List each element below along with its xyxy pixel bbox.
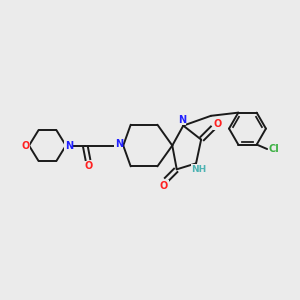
Text: NH: NH	[191, 165, 207, 174]
Text: N: N	[178, 115, 186, 125]
Text: Cl: Cl	[268, 144, 279, 154]
Text: O: O	[214, 119, 222, 129]
Text: O: O	[21, 140, 30, 151]
Text: N: N	[115, 139, 123, 149]
Text: N: N	[65, 140, 73, 151]
Text: O: O	[84, 161, 92, 171]
Text: O: O	[160, 181, 168, 191]
